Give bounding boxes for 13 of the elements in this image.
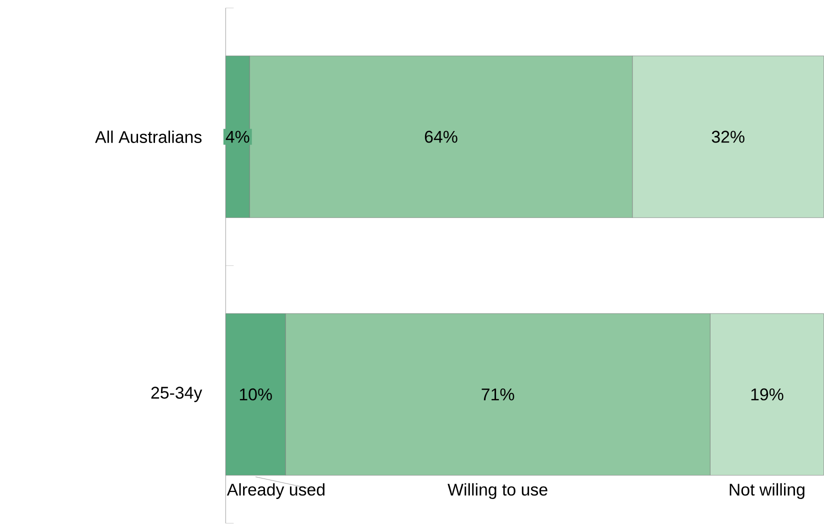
series-label: Not willing [730, 483, 804, 499]
bar [710, 313, 824, 476]
bar [632, 56, 824, 218]
data-label: 71% [482, 388, 514, 400]
data-label: 32% [712, 130, 744, 143]
series-label: Willing to use [448, 483, 548, 499]
y-tick-label: 25-34y [151, 386, 202, 402]
data-label: 4% [226, 130, 250, 143]
y-tick-label: All Australians [95, 130, 202, 143]
data-label: 10% [240, 388, 272, 400]
data-label: 19% [751, 388, 784, 400]
legend-label: Already used [226, 483, 324, 499]
data-label: 64% [424, 130, 458, 143]
